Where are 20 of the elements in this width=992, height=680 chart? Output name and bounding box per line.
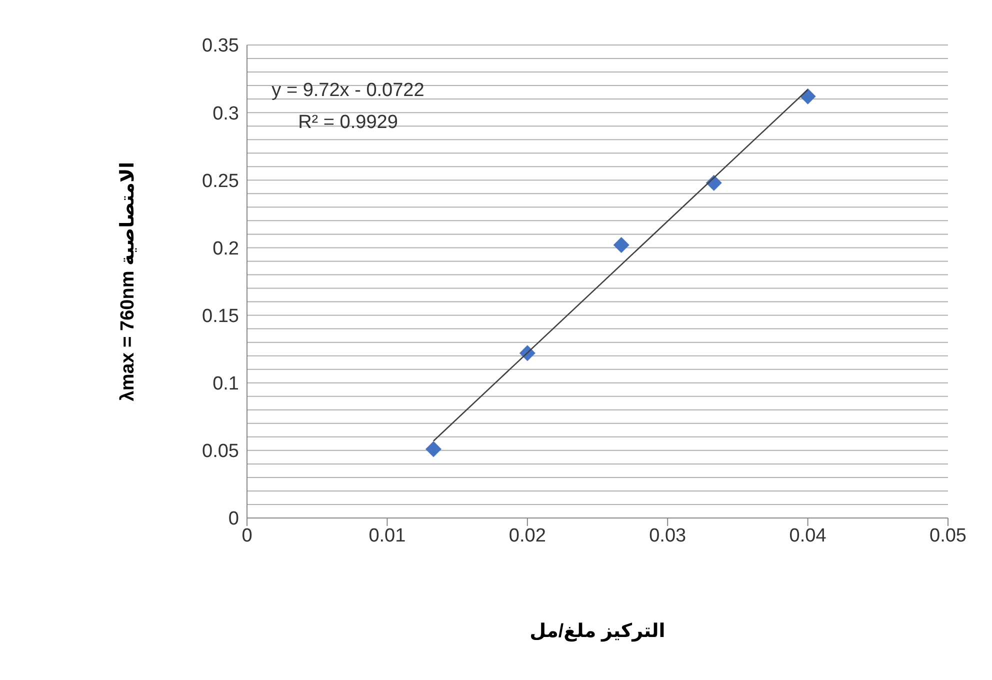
y-tick-label: 0.1 — [212, 374, 239, 395]
y-axis-title: λmax = 760nm الامتصاصية — [118, 162, 139, 402]
y-tick-label: 0.25 — [202, 170, 239, 192]
x-tick-label: 0.05 — [930, 525, 966, 546]
y-tick-label: 0 — [228, 508, 239, 530]
y-tick-label: 0.3 — [212, 103, 239, 124]
y-tick-label: 0.35 — [202, 36, 239, 57]
y-tick-label: 0.05 — [202, 441, 239, 462]
point — [425, 441, 442, 458]
point — [613, 237, 630, 254]
x-tick-label: 0.02 — [508, 525, 546, 546]
y-tick-label: 0.15 — [202, 306, 239, 328]
x-axis-title: التركيز ملغ/مل — [530, 621, 666, 642]
y-tick-label: 0.2 — [212, 238, 239, 260]
x-tick-label: 0.03 — [649, 525, 686, 546]
annotation: R² = 0.9929 — [298, 112, 398, 133]
x-tick-label: 0.01 — [368, 525, 406, 546]
annotation: y = 9.72x - 0.0722 — [270, 80, 426, 102]
x-tick-label: 0 — [242, 525, 252, 546]
x-tick-label: 0.04 — [789, 525, 827, 546]
